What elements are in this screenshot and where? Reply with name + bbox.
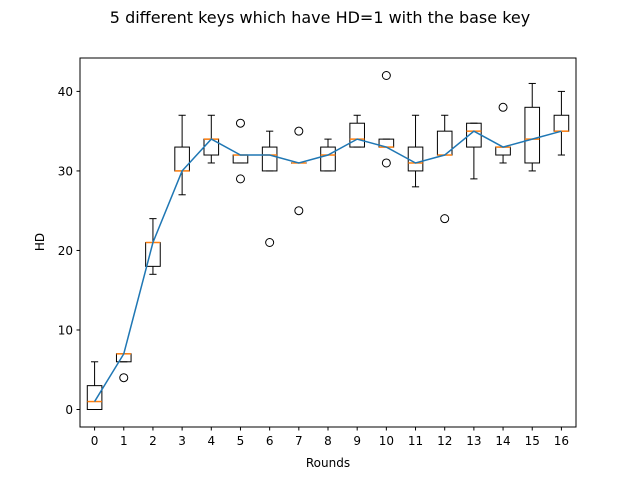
x-tick-label: 2 (149, 434, 157, 448)
box-round-16 (553, 90, 570, 156)
y-tick-label: 10 (58, 323, 73, 337)
iqr-box (232, 154, 249, 164)
outlier-point (440, 214, 450, 224)
y-tick-label: 40 (58, 85, 73, 99)
x-tick-label: 3 (178, 434, 186, 448)
outlier-point (498, 102, 508, 112)
x-tick-label: 11 (408, 434, 423, 448)
x-tick-label: 12 (437, 434, 452, 448)
x-tick-label: 10 (379, 434, 394, 448)
x-tick-label: 13 (466, 434, 481, 448)
box-round-1 (115, 353, 132, 383)
box-round-5 (232, 118, 249, 184)
y-tick-label: 30 (58, 164, 73, 178)
y-tick-label: 0 (65, 403, 73, 417)
iqr-box (349, 122, 365, 148)
median-trend-line (93, 130, 562, 402)
outlier-point (381, 158, 391, 168)
outlier-point (265, 238, 275, 247)
x-tick-label: 7 (295, 434, 303, 448)
x-tick-label: 5 (237, 434, 245, 448)
iqr-box (320, 146, 336, 172)
iqr-box (495, 146, 511, 156)
outlier-point (294, 206, 304, 216)
iqr-box (174, 146, 190, 172)
x-tick-label: 15 (525, 434, 540, 448)
x-tick-label: 16 (554, 434, 569, 448)
outlier-point (294, 126, 304, 136)
x-tick-label: 9 (353, 434, 361, 448)
iqr-box (524, 106, 541, 164)
x-tick-label: 8 (324, 434, 332, 448)
iqr-box (553, 114, 570, 132)
iqr-box (86, 385, 103, 411)
outlier-point (235, 174, 245, 184)
x-tick-label: 6 (266, 434, 274, 448)
chart-title: 5 different keys which have HD=1 with th… (109, 8, 531, 27)
box-round-6 (261, 130, 278, 247)
box-round-7 (291, 126, 307, 216)
outlier-point (381, 70, 391, 80)
box-round-2 (145, 218, 161, 275)
y-tick-label: 20 (58, 244, 73, 258)
y-axis-label: HD (33, 233, 47, 251)
iqr-box (407, 146, 424, 172)
box-round-12 (436, 114, 453, 224)
iqr-box (261, 146, 278, 172)
outlier-point (119, 373, 129, 383)
x-tick-label: 14 (495, 434, 510, 448)
x-tick-label: 4 (207, 434, 215, 448)
box-round-10 (378, 70, 395, 168)
box-round-14 (495, 102, 511, 164)
box-round-15 (524, 82, 541, 172)
box-round-11 (407, 114, 424, 188)
x-axis-label: Rounds (306, 456, 350, 470)
x-tick-label: 1 (120, 434, 128, 448)
x-tick-label: 0 (91, 434, 99, 448)
outlier-point (235, 118, 245, 128)
box-round-0 (86, 361, 103, 411)
